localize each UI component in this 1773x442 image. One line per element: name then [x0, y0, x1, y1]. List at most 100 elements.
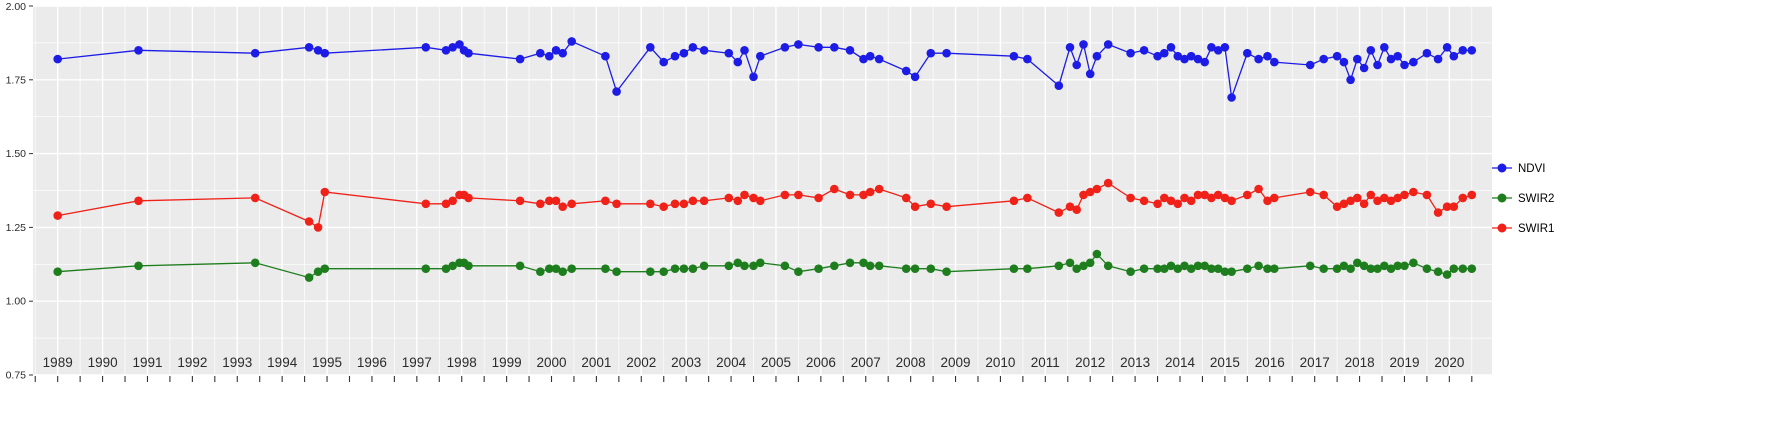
y-tick-label: 2.00: [6, 1, 27, 13]
y-tick-label: 1.75: [6, 74, 27, 86]
data-point: [1254, 184, 1263, 194]
data-point: [1332, 51, 1342, 61]
data-point: [536, 48, 545, 58]
data-point: [1270, 264, 1279, 274]
data-point: [688, 43, 698, 52]
data-point: [926, 264, 936, 274]
x-tick-label: 2004: [716, 355, 747, 370]
data-point: [670, 199, 680, 209]
data-point: [780, 261, 790, 271]
data-point: [1467, 46, 1477, 55]
data-point: [646, 199, 655, 209]
data-point: [926, 199, 936, 209]
data-point: [1207, 193, 1216, 203]
data-point: [1243, 190, 1252, 200]
data-point: [1085, 69, 1095, 79]
data-point: [1126, 267, 1135, 277]
data-point: [1139, 264, 1149, 274]
data-point: [724, 193, 734, 203]
data-point: [304, 217, 314, 226]
data-point: [749, 261, 758, 271]
data-point: [1065, 43, 1075, 52]
data-point: [1180, 54, 1189, 64]
data-point: [1339, 57, 1349, 67]
data-point: [756, 258, 765, 268]
data-point: [740, 261, 749, 271]
data-point: [699, 46, 709, 55]
data-point: [134, 261, 143, 271]
data-point: [1213, 46, 1223, 55]
data-point: [679, 199, 689, 209]
data-point: [780, 43, 790, 52]
data-point: [464, 261, 473, 271]
series-ndvi: [53, 37, 1477, 102]
data-point: [794, 190, 803, 200]
data-point: [1393, 261, 1402, 271]
data-point: [1160, 264, 1169, 274]
data-point: [1173, 264, 1183, 274]
data-point: [1009, 51, 1019, 61]
data-point: [551, 46, 561, 55]
x-tick-label: 1991: [132, 355, 162, 370]
data-point: [1467, 264, 1477, 274]
data-point: [1393, 51, 1402, 61]
data-point: [845, 258, 855, 268]
data-point: [1332, 264, 1342, 274]
data-point: [814, 264, 823, 274]
data-point: [942, 48, 951, 58]
data-point: [441, 46, 451, 55]
data-point: [601, 51, 610, 61]
data-point: [551, 264, 561, 274]
x-axis-labels: 1989 1990 1991 1992 1993 1994 1995 1996 1997 1998…: [43, 355, 1465, 370]
x-tick-label: 1998: [447, 355, 477, 370]
data-point: [1359, 261, 1369, 271]
x-tick-label: 1995: [312, 355, 342, 370]
data-point: [1126, 48, 1135, 58]
data-point: [814, 43, 823, 52]
data-point: [313, 267, 323, 277]
data-point: [756, 51, 765, 61]
y-tick-label: 1.50: [6, 148, 27, 160]
data-point: [901, 66, 911, 76]
x-tick-label: 2005: [761, 355, 791, 370]
data-point: [1339, 261, 1349, 271]
data-point: [1092, 184, 1102, 194]
data-point: [1380, 43, 1389, 52]
data-point: [1092, 51, 1102, 61]
x-tick-label: 2016: [1255, 355, 1285, 370]
x-tick-label: 1989: [43, 355, 73, 370]
data-point: [1319, 190, 1328, 200]
data-point: [749, 72, 758, 82]
data-point: [536, 267, 545, 277]
y-tick-label: 0.75: [6, 370, 27, 382]
data-point: [910, 264, 920, 274]
data-point: [1160, 48, 1169, 58]
data-point: [733, 196, 743, 206]
data-point: [1227, 93, 1236, 102]
data-point: [1353, 54, 1362, 64]
x-tick-label: 2007: [851, 355, 881, 370]
data-point: [733, 57, 743, 67]
data-point: [515, 261, 525, 271]
data-point: [1393, 193, 1402, 203]
data-point: [1263, 51, 1272, 61]
data-point: [1305, 261, 1315, 271]
x-axis-ticks: [34, 376, 1473, 382]
data-point: [134, 196, 143, 206]
x-tick-label: 2003: [671, 355, 701, 370]
data-point: [1254, 261, 1263, 271]
data-point: [250, 193, 260, 203]
data-point: [320, 264, 330, 274]
data-point: [749, 193, 758, 203]
data-point: [1359, 199, 1369, 209]
data-point: [1366, 46, 1376, 55]
data-point: [1353, 193, 1362, 203]
data-point: [845, 190, 855, 200]
data-point: [699, 261, 709, 271]
data-point: [441, 264, 451, 274]
data-point: [740, 190, 749, 200]
data-point: [1339, 199, 1349, 209]
data-point: [1380, 261, 1389, 271]
data-point: [1270, 57, 1279, 67]
